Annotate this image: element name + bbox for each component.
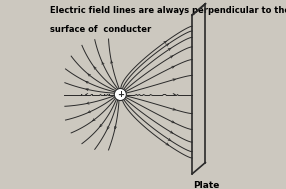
Text: surface of  conducter: surface of conducter — [50, 25, 152, 34]
Text: +: + — [117, 90, 124, 99]
Text: Electric field lines are always perpendicular to the: Electric field lines are always perpendi… — [50, 6, 286, 15]
Text: Plate: Plate — [193, 181, 219, 189]
Circle shape — [114, 88, 126, 101]
